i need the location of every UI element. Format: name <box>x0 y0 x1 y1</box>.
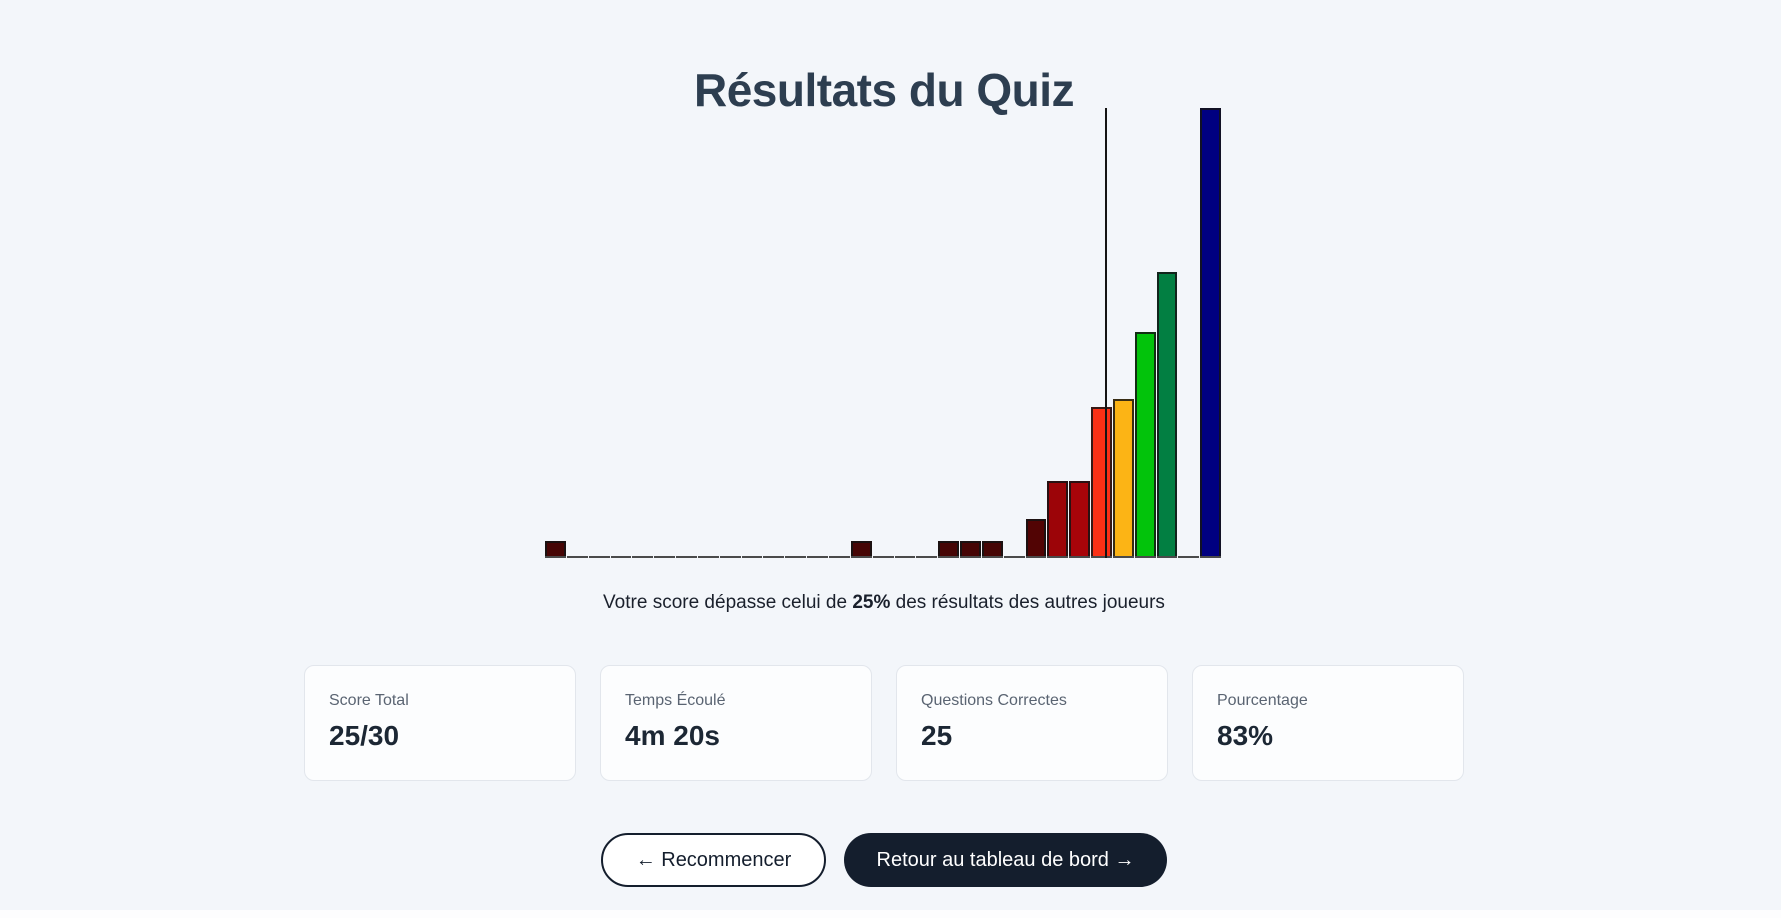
stat-card-value: 25 <box>921 720 953 751</box>
histogram-bin <box>588 108 610 558</box>
stat-card-correct-questions: Questions Correctes 25 <box>896 665 1168 781</box>
histogram-bin <box>566 108 588 558</box>
histogram-bin <box>785 108 807 558</box>
percentile-value: 25% <box>852 592 891 613</box>
histogram-bar <box>1025 518 1047 556</box>
histogram-bin <box>1069 108 1091 558</box>
stat-card-label: Temps Écoulé <box>625 692 726 709</box>
stat-card-label: Score Total <box>329 692 409 709</box>
histogram-bar <box>938 541 960 556</box>
histogram-bin <box>1025 108 1047 558</box>
histogram-bin <box>828 108 850 558</box>
histogram-bar <box>1134 332 1156 556</box>
stat-card-percentage: Pourcentage 83% <box>1192 665 1464 781</box>
histogram-bin <box>916 108 938 558</box>
percentile-prefix: Votre score dépasse celui de <box>603 592 853 613</box>
histogram-bin <box>981 108 1003 558</box>
histogram-bin <box>719 108 741 558</box>
histogram-bin <box>807 108 828 558</box>
histogram-bin <box>894 108 916 558</box>
histogram-bin <box>1047 108 1069 558</box>
percentile-text: Votre score dépasse celui de 25% des rés… <box>0 592 1768 614</box>
histogram-bar <box>850 541 872 556</box>
histogram-bar <box>545 541 566 556</box>
bottom-edge-strip <box>0 910 1781 918</box>
histogram-bin <box>741 108 763 558</box>
histogram-bin <box>850 108 872 558</box>
histogram-bar <box>1156 272 1178 556</box>
stat-card-label: Pourcentage <box>1217 692 1308 709</box>
histogram-bin <box>1003 108 1025 558</box>
histogram-bin <box>1091 108 1112 558</box>
histogram-bin <box>697 108 719 558</box>
histogram-bin <box>610 108 632 558</box>
histogram-bar <box>1200 108 1222 556</box>
histogram-bin <box>1156 108 1178 558</box>
histogram-bin <box>632 108 654 558</box>
action-buttons: ← Recommencer Retour au tableau de bord … <box>0 833 1768 887</box>
histogram-bin <box>654 108 676 558</box>
stat-card-score-total: Score Total 25/30 <box>304 665 576 781</box>
histogram-bar <box>1112 399 1134 556</box>
histogram-bar <box>1091 406 1112 556</box>
histogram-bin <box>872 108 894 558</box>
histogram-bin <box>938 108 960 558</box>
stat-card-label: Questions Correctes <box>921 692 1067 709</box>
stat-card-value: 4m 20s <box>625 720 720 751</box>
histogram-bin <box>763 108 785 558</box>
histogram-bin <box>676 108 697 558</box>
histogram-bin <box>960 108 981 558</box>
stat-card-elapsed-time: Temps Écoulé 4m 20s <box>600 665 872 781</box>
stats-cards: Score Total 25/30 Temps Écoulé 4m 20s Qu… <box>0 665 1768 781</box>
histogram-bar <box>1047 481 1069 556</box>
histogram-bin <box>1112 108 1134 558</box>
page-title: Résultats du Quiz <box>694 63 1074 116</box>
histogram-bin <box>1134 108 1156 558</box>
histogram-bar <box>981 541 1003 556</box>
percentile-suffix: des résultats des autres joueurs <box>890 592 1165 613</box>
histogram-bar <box>1069 481 1091 556</box>
stat-card-value: 25/30 <box>329 720 400 751</box>
histogram-bins <box>545 108 1222 558</box>
results-histogram <box>545 108 1222 558</box>
histogram-bin <box>1178 108 1200 558</box>
histogram-bin <box>1200 108 1222 558</box>
score-marker-line <box>1104 108 1108 558</box>
histogram-bar <box>960 541 981 556</box>
restart-button[interactable]: ← Recommencer <box>601 833 826 887</box>
stat-card-value: 83% <box>1217 720 1274 751</box>
histogram-bin <box>545 108 566 558</box>
dashboard-button[interactable]: Retour au tableau de bord → <box>844 833 1167 887</box>
